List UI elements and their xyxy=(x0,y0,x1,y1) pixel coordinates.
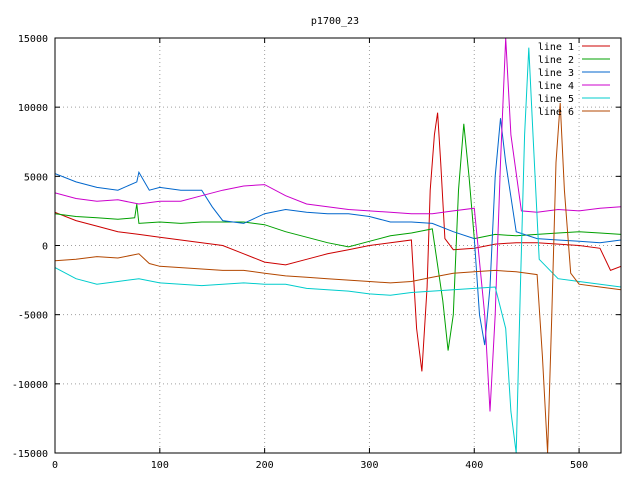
y-tick-label: 15000 xyxy=(18,34,48,45)
series-line-1 xyxy=(55,112,621,372)
series-group xyxy=(55,38,621,453)
legend-label: line 5 xyxy=(538,94,574,105)
y-tick-label: 5000 xyxy=(24,172,48,183)
y-tick-label: -15000 xyxy=(12,449,48,460)
series-line-4 xyxy=(55,38,621,412)
legend-label: line 4 xyxy=(538,81,574,92)
series-line-6 xyxy=(55,102,621,453)
y-tick-label: 10000 xyxy=(18,103,48,114)
series-line-3 xyxy=(55,118,621,346)
y-tick-label: -5000 xyxy=(18,311,48,322)
legend-label: line 2 xyxy=(538,55,574,66)
series-line-5 xyxy=(55,47,621,453)
legend-label: line 1 xyxy=(538,42,574,53)
legend-label: line 6 xyxy=(538,107,574,118)
series-line-2 xyxy=(55,123,621,351)
legend: line 1 line 2 line 3 line 4 line 5 line 6 xyxy=(538,42,610,118)
x-tick-label: 300 xyxy=(360,460,378,471)
x-tick-label: 0 xyxy=(52,460,58,471)
x-tick-label: 200 xyxy=(256,460,274,471)
grid xyxy=(55,38,621,453)
y-tick-label: -10000 xyxy=(12,380,48,391)
legend-label: line 3 xyxy=(538,68,574,79)
x-tick-label: 400 xyxy=(465,460,483,471)
x-tick-label: 500 xyxy=(570,460,588,471)
ticks: 0 100 200 300 400 500 -15000 -10000 -5000 0 5000 10… xyxy=(12,34,621,471)
chart-title: p1700_23 xyxy=(311,16,359,27)
y-tick-label: 0 xyxy=(42,242,48,253)
x-tick-label: 100 xyxy=(151,460,169,471)
